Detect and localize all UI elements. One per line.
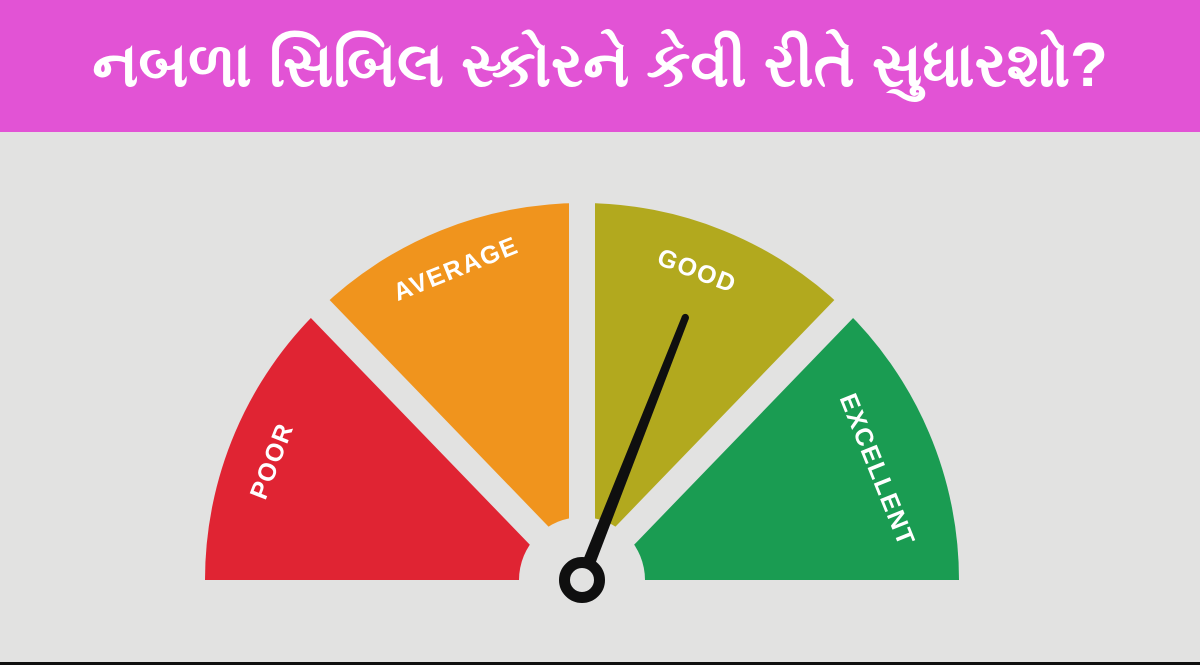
gauge-segment-good xyxy=(582,203,844,580)
bottom-border xyxy=(0,662,1200,665)
gauge-separator-poor-average xyxy=(280,268,592,590)
gauge-needle-shaft xyxy=(576,316,689,583)
gauge-segments xyxy=(205,203,959,580)
gauge-needle-tip xyxy=(681,313,689,322)
gauge-needle-pivot xyxy=(559,557,605,603)
credit-score-gauge: POOR AVERAGE GOOD EXCELLENT xyxy=(205,160,959,643)
gauge-separator-good-excellent xyxy=(572,268,884,590)
gauge-segment-excellent xyxy=(582,308,959,580)
gauge-segment-average xyxy=(320,203,582,580)
gauge-segment-poor xyxy=(205,308,582,580)
gauge-needle xyxy=(559,313,689,603)
header-banner: નબળા સિબિલ સ્કોરને કેવી રીતે સુધારશો? xyxy=(0,0,1200,132)
page-title: નબળા સિબિલ સ્કોરને કેવી રીતે સુધારશો? xyxy=(92,31,1108,100)
